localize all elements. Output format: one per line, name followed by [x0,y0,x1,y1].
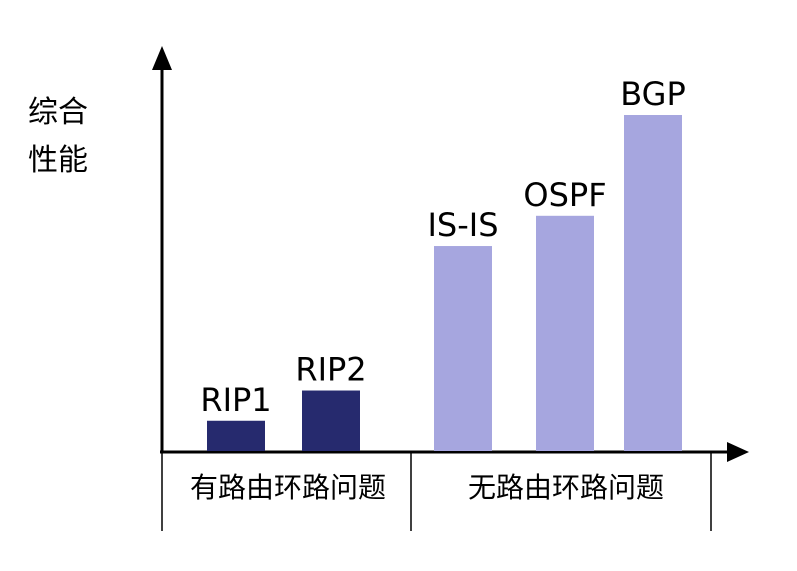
group-label-with-loop: 有路由环路问题 [190,471,386,504]
bar-label-rip1: RIP1 [200,381,271,419]
bar-is-is [434,246,492,451]
group-label-without-loop: 无路由环路问题 [468,471,664,504]
bar-rip2 [302,390,360,451]
y-axis-label-line-1: 综合 [28,95,88,130]
bar-rip1 [207,420,265,451]
x-axis-arrow [727,442,749,462]
group-labels: 有路由环路问题 无路由环路问题 [190,471,664,504]
y-axis-label-line-2: 性能 [28,143,88,178]
bar-label-bgp: BGP [620,75,685,113]
y-axis-arrow [152,46,172,70]
bar-label-rip2: RIP2 [295,351,366,389]
bar-bgp [624,115,682,451]
y-axis-label: 综合 性能 [28,95,88,178]
bar-ospf [536,215,594,451]
bar-labels: RIP1 RIP2 IS-IS OSPF BGP [200,75,685,419]
bar-label-is-is: IS-IS [427,206,498,244]
axes [152,46,749,462]
bars [207,115,682,451]
bar-label-ospf: OSPF [523,176,606,214]
category-separators [161,452,712,531]
